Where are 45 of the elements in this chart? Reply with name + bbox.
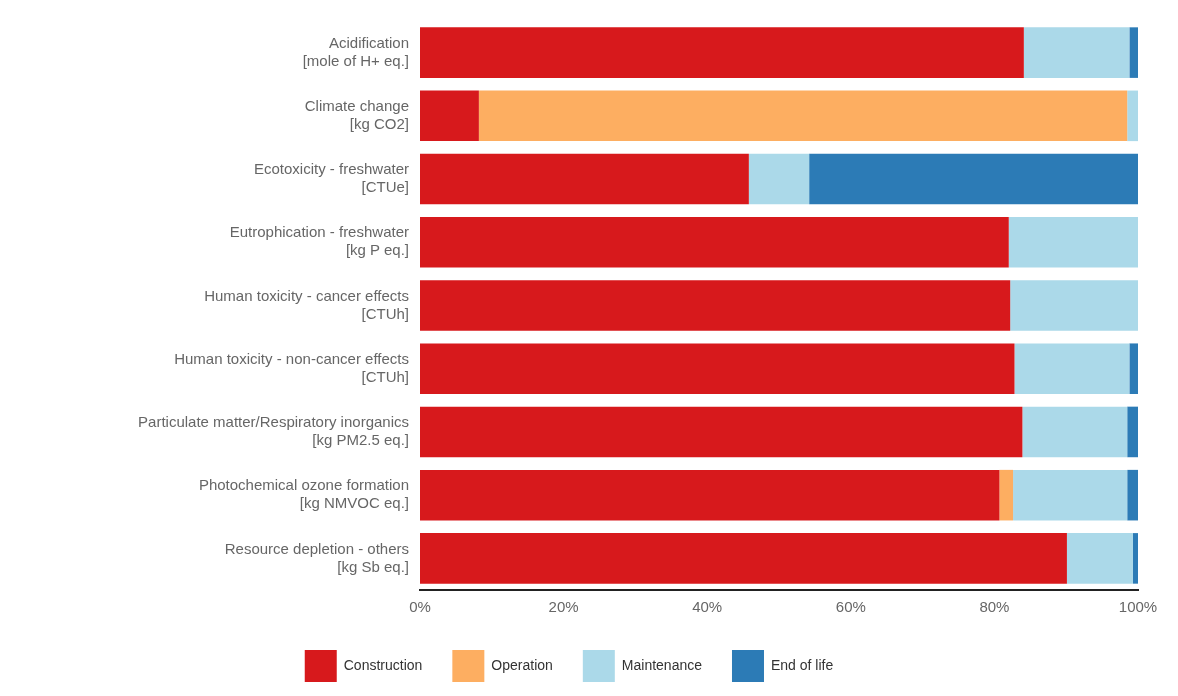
x-tick-label: 80% [979,598,1010,616]
bar [1014,343,1130,395]
bar [420,153,749,205]
bar [420,216,1009,268]
bar [420,406,1023,458]
y-tick-label: Eutrophication - freshwater [kg P eq.] [229,223,409,259]
bar [1127,469,1138,521]
bar [420,343,1015,395]
bar [1008,216,1138,268]
bar [420,27,1024,78]
bar [999,469,1014,521]
bar [1127,90,1138,142]
x-tick-label: 60% [835,598,866,616]
bar [1129,343,1138,395]
y-tick-label: Resource depletion - others [kg Sb eq.] [224,539,409,575]
bar [1013,469,1128,521]
legend-label: End of life [770,656,834,673]
bar [748,153,810,205]
y-tick-label: Climate change [kg CO2] [304,96,409,132]
y-tick-label: Acidification [mole of H+ eq.] [302,33,409,69]
x-tick-label: 20% [548,598,579,616]
x-tick-label: 100% [1118,598,1158,616]
y-tick-label: Human toxicity - cancer effects [CTUh] [204,286,409,322]
bar [1023,27,1130,78]
bar [1127,406,1138,458]
bar [420,469,1000,521]
legend-label: Operation [491,656,553,673]
bar [1010,280,1138,331]
x-tick-label: 0% [409,598,431,616]
bar [1066,533,1133,584]
bar [1132,533,1138,584]
bar [809,153,1138,205]
x-tick-label: 40% [692,598,723,616]
y-tick-label: Human toxicity - non-cancer effects [CTUh] [174,349,409,385]
bar [420,280,1011,331]
y-tick-label: Photochemical ozone formation [kg NMVOC eq.] [198,476,409,512]
y-tick-label: Particulate matter/Respiratory inorganics [kg PM2.5 eq.] [138,413,409,449]
legend-label: Maintenance [621,656,703,673]
bar [1022,406,1128,458]
bar [420,533,1067,584]
legend-label: Construction [343,656,423,673]
y-tick-label: Ecotoxicity - freshwater [CTUe] [253,160,409,196]
bar [420,90,479,142]
bar [1129,27,1138,78]
bar [478,90,1128,142]
